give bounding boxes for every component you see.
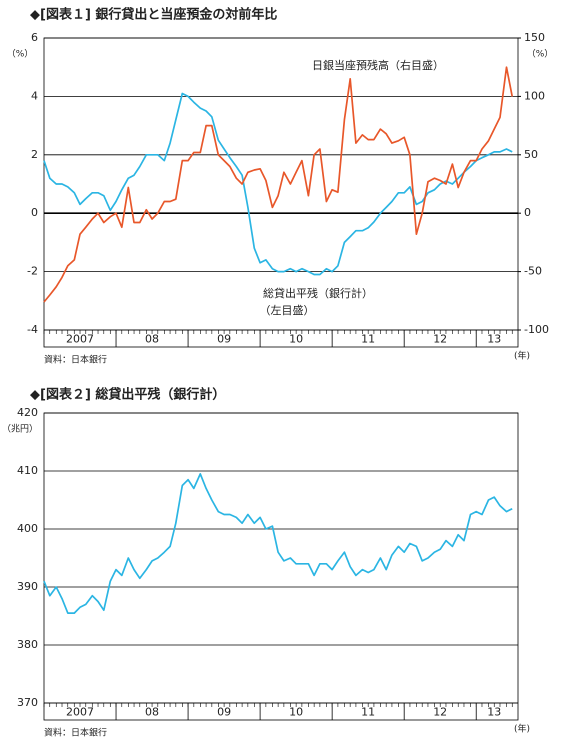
y-tick-label: -2: [27, 265, 38, 278]
x-unit: (年): [514, 723, 530, 735]
x-tick-label: 08: [145, 333, 159, 346]
y-tick-label: 6: [31, 31, 38, 44]
x-tick-label: 2007: [66, 706, 94, 719]
x-tick-label: 13: [487, 333, 501, 346]
y2-tick-label: -100: [524, 323, 549, 336]
plot-frame: [43, 412, 519, 721]
x-tick-label: 12: [433, 706, 447, 719]
x-tick-label: 12: [433, 333, 447, 346]
x-tick-label: 11: [361, 333, 375, 346]
line: [43, 473, 513, 614]
x-tick-label: 09: [217, 706, 231, 719]
y-tick-label: 420: [17, 406, 38, 419]
y2-tick-label: 50: [524, 148, 538, 161]
x-tick-label: 09: [217, 333, 231, 346]
source: 資料：日本銀行: [44, 727, 107, 739]
y2-tick-label: -50: [524, 265, 542, 278]
y-tick-label: 2: [31, 148, 38, 161]
y-unit: （%）: [7, 49, 34, 60]
source: 資料：日本銀行: [44, 354, 107, 366]
line: [43, 92, 513, 276]
y2-unit: （%）: [527, 49, 554, 60]
y-tick-label: 410: [17, 464, 38, 477]
x-tick-label: 08: [145, 706, 159, 719]
x-tick-label: 11: [361, 706, 375, 719]
x-tick-label: 10: [289, 333, 303, 346]
y-tick-label: 370: [17, 696, 38, 709]
y2-tick-label: 100: [524, 89, 545, 102]
y2-tick-label: 0: [524, 206, 531, 219]
x-unit: (年): [514, 350, 530, 362]
plot-frame: [43, 37, 519, 348]
y-tick-label: 0: [31, 206, 38, 219]
annotation: （左目盛）: [260, 303, 315, 317]
y-tick-label: 400: [17, 522, 38, 535]
annotation: 日銀当座預残高（右目盛）: [312, 58, 444, 72]
chart-title: ◆[図表２] 総貸出平残（銀行計）: [30, 387, 225, 403]
y-tick-label: 380: [17, 638, 38, 651]
y-unit: （兆円）: [2, 424, 38, 435]
chart-title: ◆[図表１] 銀行貸出と当座預金の対前年比: [30, 7, 277, 23]
y2-tick-label: 150: [524, 31, 545, 44]
x-tick-label: 13: [487, 706, 501, 719]
x-tick-label: 10: [289, 706, 303, 719]
annotation: 総貸出平残（銀行計）: [263, 286, 373, 300]
x-tick-label: 2007: [66, 333, 94, 346]
y-tick-label: 390: [17, 580, 38, 593]
line: [43, 66, 514, 303]
y-tick-label: 4: [31, 89, 38, 102]
y-tick-label: -4: [27, 323, 38, 336]
